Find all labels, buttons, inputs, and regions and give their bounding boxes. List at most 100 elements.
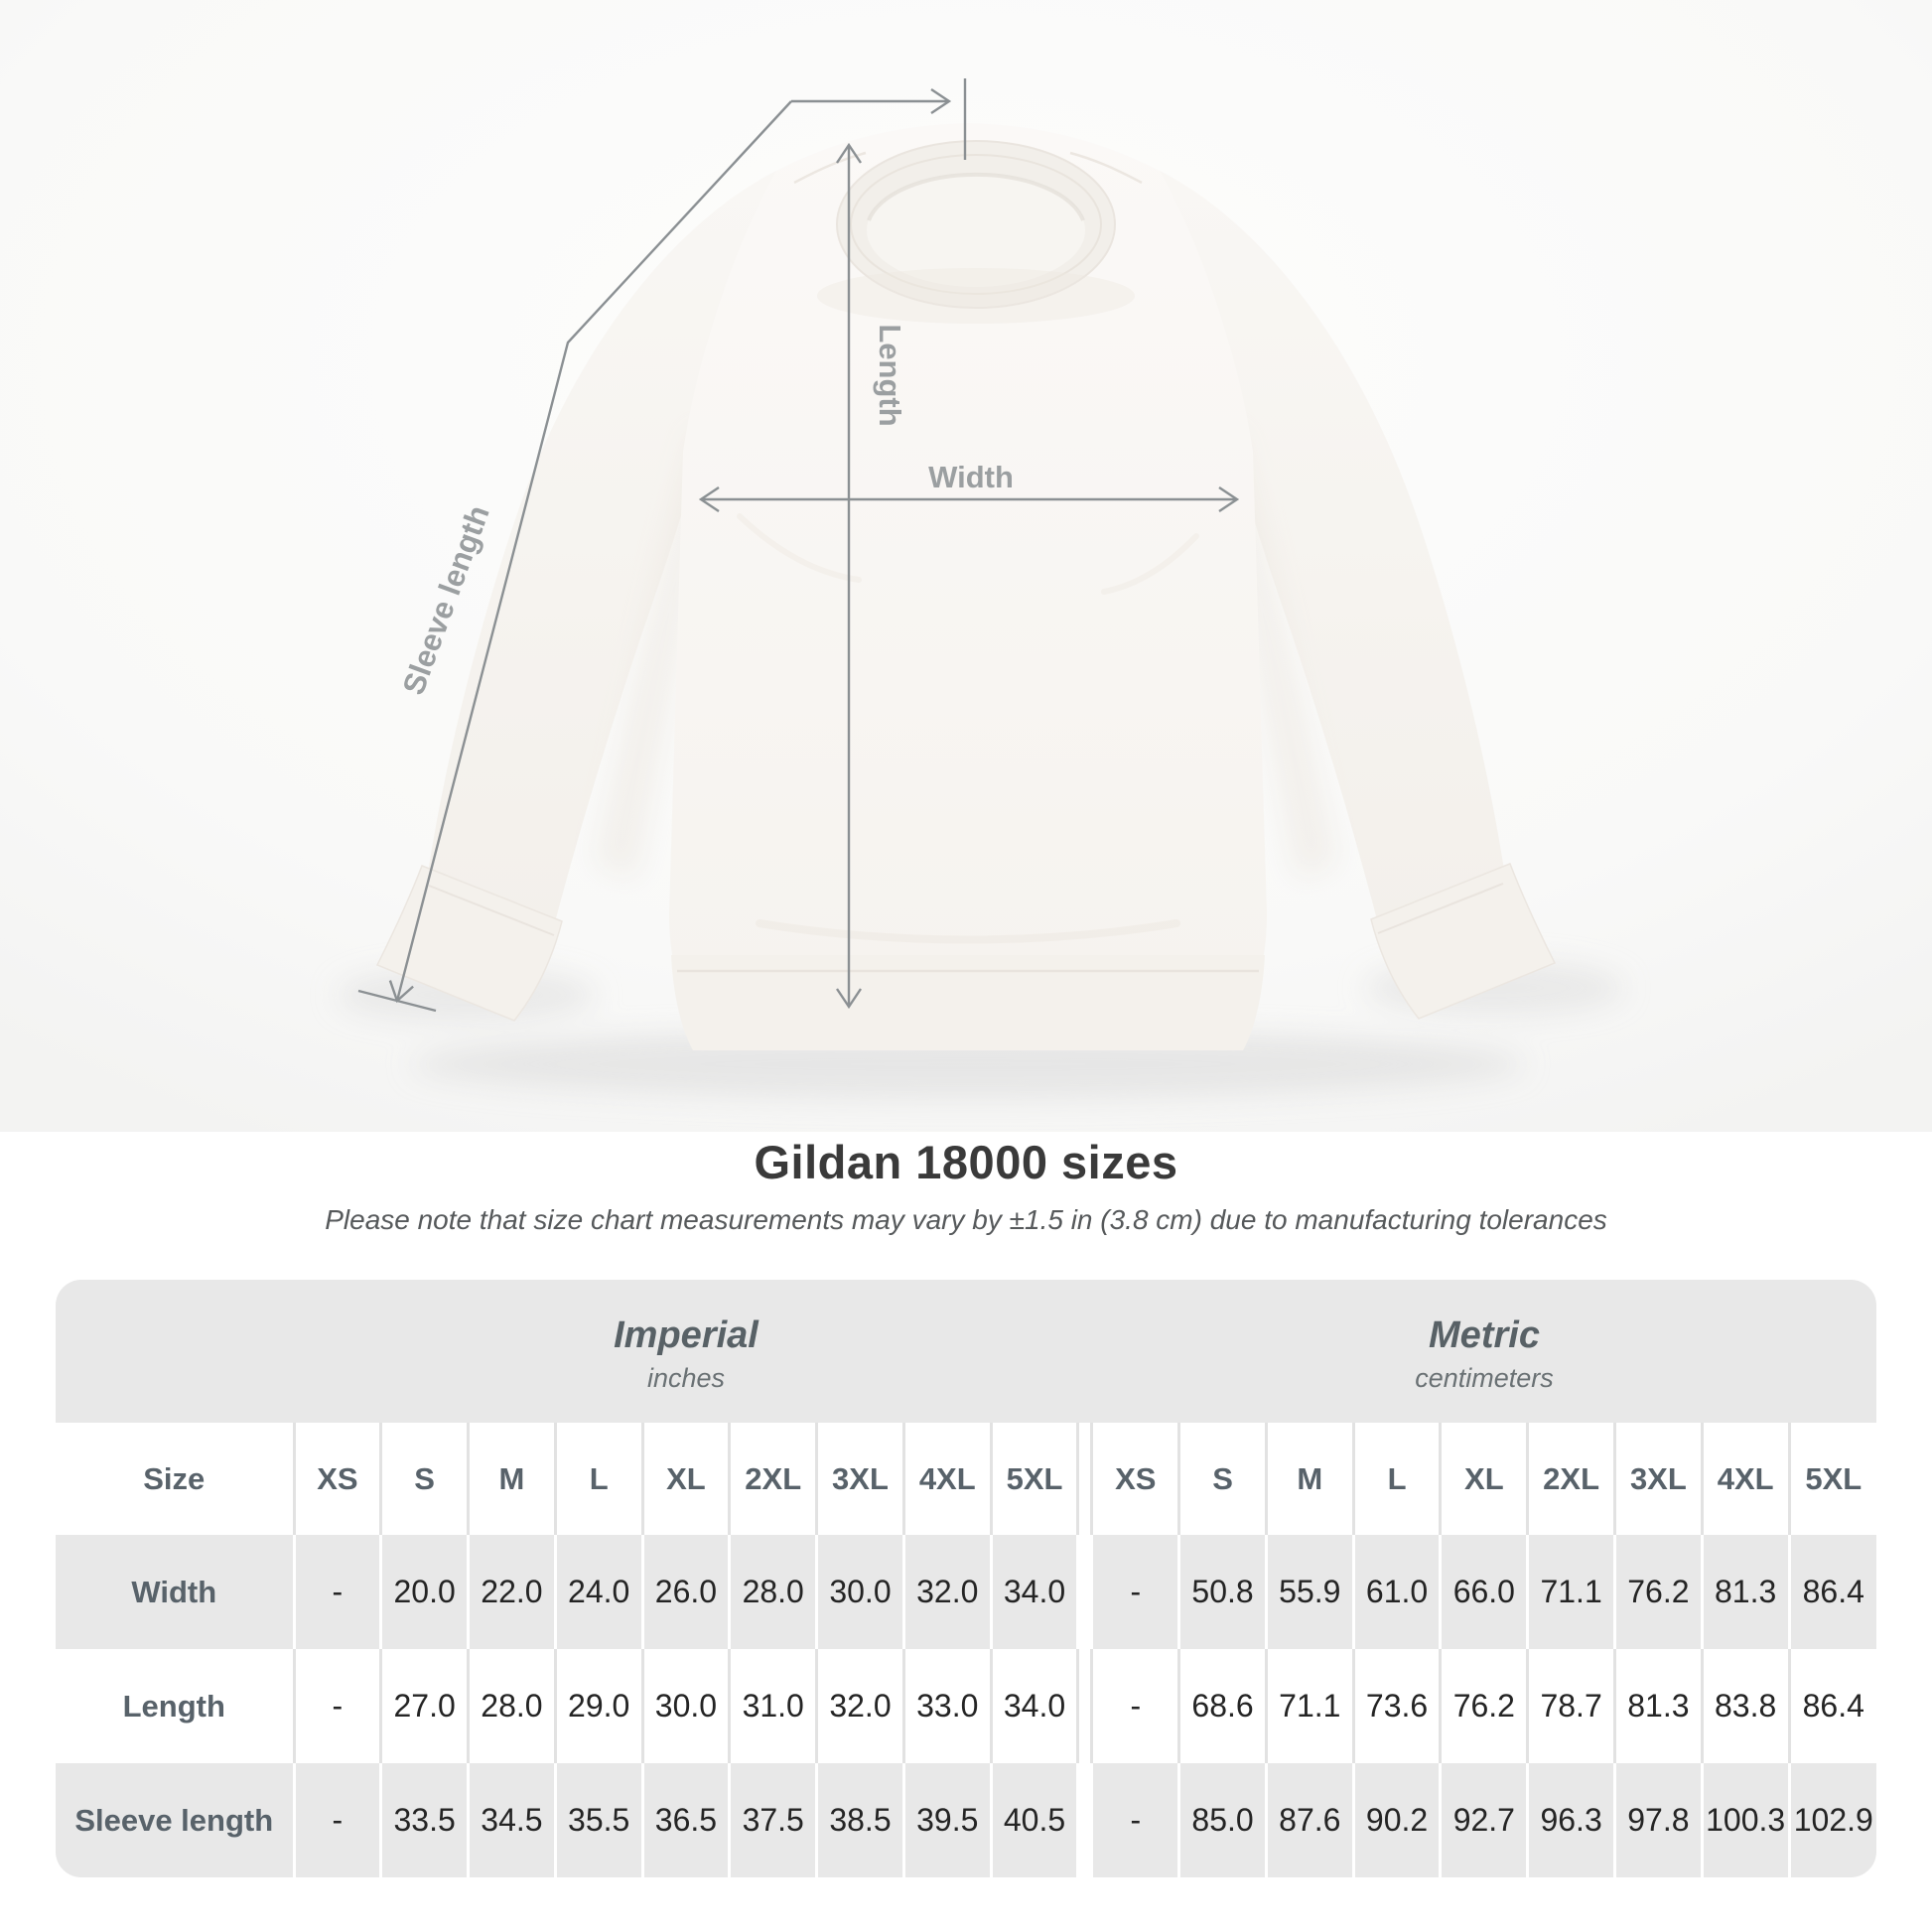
size-value: 55.9 (1264, 1535, 1354, 1649)
column-gap (1076, 1535, 1092, 1649)
size-value: 87.6 (1264, 1763, 1354, 1877)
size-column-header: Size (143, 1460, 206, 1496)
table-row: Width -20.0 22.0 24.0 26.0 28.0 30.0 32.0 34.0-5… (56, 1535, 1876, 1649)
size-value: 39.5 (901, 1763, 992, 1877)
size-value: - (1090, 1763, 1179, 1877)
sweatshirt-illustration: Length Width Sleeve length (0, 0, 1932, 1132)
size-value: 81.3 (1612, 1649, 1703, 1763)
size-value: 36.5 (640, 1763, 730, 1877)
size-value: 66.0 (1439, 1535, 1528, 1649)
size-value: 20.0 (379, 1535, 469, 1649)
column-header: XL (1439, 1423, 1528, 1535)
column-header: 5XL (989, 1423, 1078, 1535)
cuff-tick (357, 989, 437, 1013)
size-value: - (1090, 1535, 1179, 1649)
measurement-annotations (357, 78, 1240, 1013)
size-value: 92.7 (1439, 1763, 1528, 1877)
size-value: 81.3 (1700, 1535, 1790, 1649)
size-value: - (292, 1649, 381, 1763)
product-photo: Length Width Sleeve length (0, 0, 1932, 1132)
size-value: 37.5 (728, 1763, 817, 1877)
table-row: Sleeve length -33.5 34.5 35.5 36.5 37.5 38.5 39… (56, 1763, 1876, 1877)
size-value: 96.3 (1526, 1763, 1615, 1877)
sleeve-length-arrow (357, 78, 967, 1013)
metric-group-title: Metric (1429, 1313, 1540, 1356)
column-header: 2XL (728, 1423, 817, 1535)
size-value: 26.0 (640, 1535, 730, 1649)
size-value: 102.9 (1787, 1763, 1876, 1877)
imperial-group: Imperial inches (294, 1280, 1078, 1423)
column-header: 5XL (1787, 1423, 1876, 1535)
row-label: Length (122, 1688, 225, 1724)
size-value: 97.8 (1612, 1763, 1703, 1877)
size-value: 76.2 (1439, 1649, 1528, 1763)
size-value: 32.0 (815, 1649, 904, 1763)
size-value: 100.3 (1700, 1763, 1790, 1877)
column-header: M (1264, 1423, 1354, 1535)
size-value: - (1090, 1649, 1179, 1763)
tolerance-note: Please note that size chart measurements… (325, 1204, 1607, 1235)
size-value: 73.6 (1351, 1649, 1441, 1763)
column-header: L (1351, 1423, 1441, 1535)
metric-group: Metric centimeters (1092, 1280, 1876, 1423)
size-value: 24.0 (553, 1535, 643, 1649)
row-label: Sleeve length (74, 1802, 274, 1838)
group-header-gap (1078, 1280, 1092, 1423)
column-header: L (553, 1423, 643, 1535)
size-value: 30.0 (815, 1535, 904, 1649)
size-value: 86.4 (1787, 1649, 1876, 1763)
column-header: 2XL (1526, 1423, 1615, 1535)
size-value: 22.0 (467, 1535, 556, 1649)
group-header-spacer (56, 1280, 294, 1423)
column-header: M (467, 1423, 556, 1535)
sweatshirt (375, 123, 1557, 1050)
size-value: 85.0 (1177, 1763, 1267, 1877)
size-value: 34.0 (989, 1535, 1078, 1649)
size-header-row: Size XS S M L XL 2XL 3XL 4XL 5XL XS S M L XL 2XL 3XL 4XL 5… (56, 1423, 1876, 1535)
size-value: 33.5 (379, 1763, 469, 1877)
column-header: XL (640, 1423, 730, 1535)
column-header: 4XL (1700, 1423, 1790, 1535)
unit-group-header: Imperial inches Metric centimeters (56, 1280, 1876, 1423)
column-gap (1076, 1649, 1092, 1763)
size-value: 28.0 (467, 1649, 556, 1763)
size-value: 90.2 (1351, 1763, 1441, 1877)
size-value: 78.7 (1526, 1649, 1615, 1763)
size-value: 30.0 (640, 1649, 730, 1763)
size-value: 61.0 (1351, 1535, 1441, 1649)
size-value: 50.8 (1177, 1535, 1267, 1649)
size-value: - (292, 1763, 381, 1877)
size-value: 76.2 (1612, 1535, 1703, 1649)
metric-group-unit: centimeters (1415, 1362, 1554, 1393)
size-value: 34.0 (989, 1649, 1078, 1763)
size-table: Size XS S M L XL 2XL 3XL 4XL 5XL XS S M L XL 2XL 3XL 4XL 5… (56, 1423, 1876, 1877)
page-title: Gildan 18000 sizes (754, 1136, 1178, 1188)
imperial-group-unit: inches (646, 1362, 726, 1393)
imperial-group-title: Imperial (614, 1313, 759, 1356)
width-label: Width (928, 460, 1014, 494)
size-value: 31.0 (728, 1649, 817, 1763)
column-header: 3XL (815, 1423, 904, 1535)
size-value: 32.0 (901, 1535, 992, 1649)
size-chart: Imperial inches Metric centimeters Size X… (56, 1280, 1876, 1877)
length-label: Length (873, 324, 907, 426)
column-header: S (379, 1423, 469, 1535)
size-value: 83.8 (1700, 1649, 1790, 1763)
size-value: 71.1 (1264, 1649, 1354, 1763)
column-header: 3XL (1612, 1423, 1703, 1535)
size-value: 29.0 (553, 1649, 643, 1763)
column-gap (1076, 1423, 1092, 1535)
size-value: 68.6 (1177, 1649, 1267, 1763)
size-value: 40.5 (989, 1763, 1078, 1877)
column-header: S (1177, 1423, 1267, 1535)
size-value: 34.5 (467, 1763, 556, 1877)
size-value: 35.5 (553, 1763, 643, 1877)
column-gap (1076, 1763, 1092, 1877)
column-header: XS (1090, 1423, 1179, 1535)
size-value: 33.0 (901, 1649, 992, 1763)
size-value: 27.0 (379, 1649, 469, 1763)
size-value: 38.5 (815, 1763, 904, 1877)
column-header: 4XL (901, 1423, 992, 1535)
row-label: Width (131, 1574, 217, 1609)
